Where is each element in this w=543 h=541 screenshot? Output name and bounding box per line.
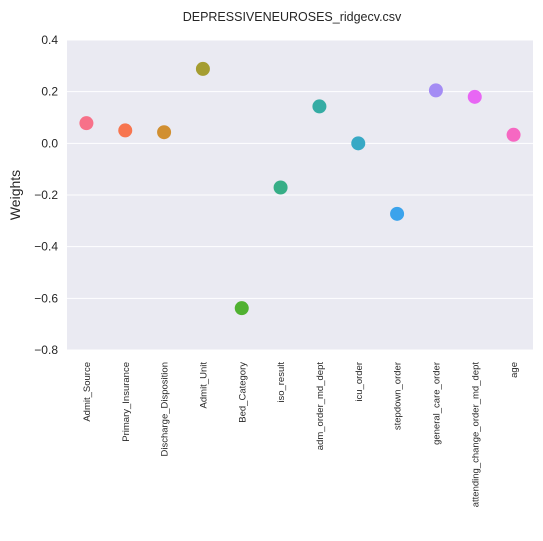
data-point xyxy=(157,125,172,140)
y-tick-label: −0.8 xyxy=(34,343,58,357)
y-axis-label: Weights xyxy=(7,170,23,220)
x-tick-label: attending_change_order_md_dept xyxy=(470,362,481,508)
data-point xyxy=(312,99,327,114)
y-tick-label: −0.6 xyxy=(34,291,58,305)
y-tick-label: 0.2 xyxy=(41,85,58,99)
data-point xyxy=(79,116,94,131)
data-point xyxy=(467,89,482,104)
x-tick-label: adm_order_md_dept xyxy=(315,362,326,451)
x-tick-label: stepdown_order xyxy=(393,362,404,430)
x-tick-label: general_care_order xyxy=(431,362,442,445)
x-tick-label: Admit_Source xyxy=(82,362,93,422)
y-tick-labels: 0.4 0.2 0.0 −0.2 −0.4 −0.6 −0.8 xyxy=(34,33,58,357)
y-tick-label: −0.4 xyxy=(34,240,58,254)
data-point xyxy=(506,127,521,142)
x-tick-label: Admit_Unit xyxy=(198,362,209,409)
data-point xyxy=(195,61,210,76)
chart-title: DEPRESSIVENEUROSES_ridgecv.csv xyxy=(183,10,402,24)
y-tick-label: 0.4 xyxy=(41,33,58,47)
x-tick-label: icu_order xyxy=(354,362,365,402)
y-tick-label: 0.0 xyxy=(41,136,58,150)
data-point xyxy=(351,136,366,151)
data-point xyxy=(390,206,405,221)
data-point xyxy=(234,301,249,316)
gridlines xyxy=(67,39,533,351)
x-tick-label: Primary_Insurance xyxy=(121,362,132,442)
data-point xyxy=(428,83,443,98)
y-tick-label: −0.2 xyxy=(34,188,58,202)
data-points xyxy=(79,61,521,316)
data-point xyxy=(273,180,288,195)
x-tick-label: age xyxy=(509,362,520,378)
x-tick-labels: Admit_Source Primary_Insurance Discharge_D… xyxy=(82,362,520,508)
x-tick-label: iso_result xyxy=(276,362,287,403)
data-point xyxy=(118,123,133,138)
x-tick-label: Bed_Category xyxy=(237,362,248,423)
x-tick-label: Discharge_Disposition xyxy=(160,362,171,457)
